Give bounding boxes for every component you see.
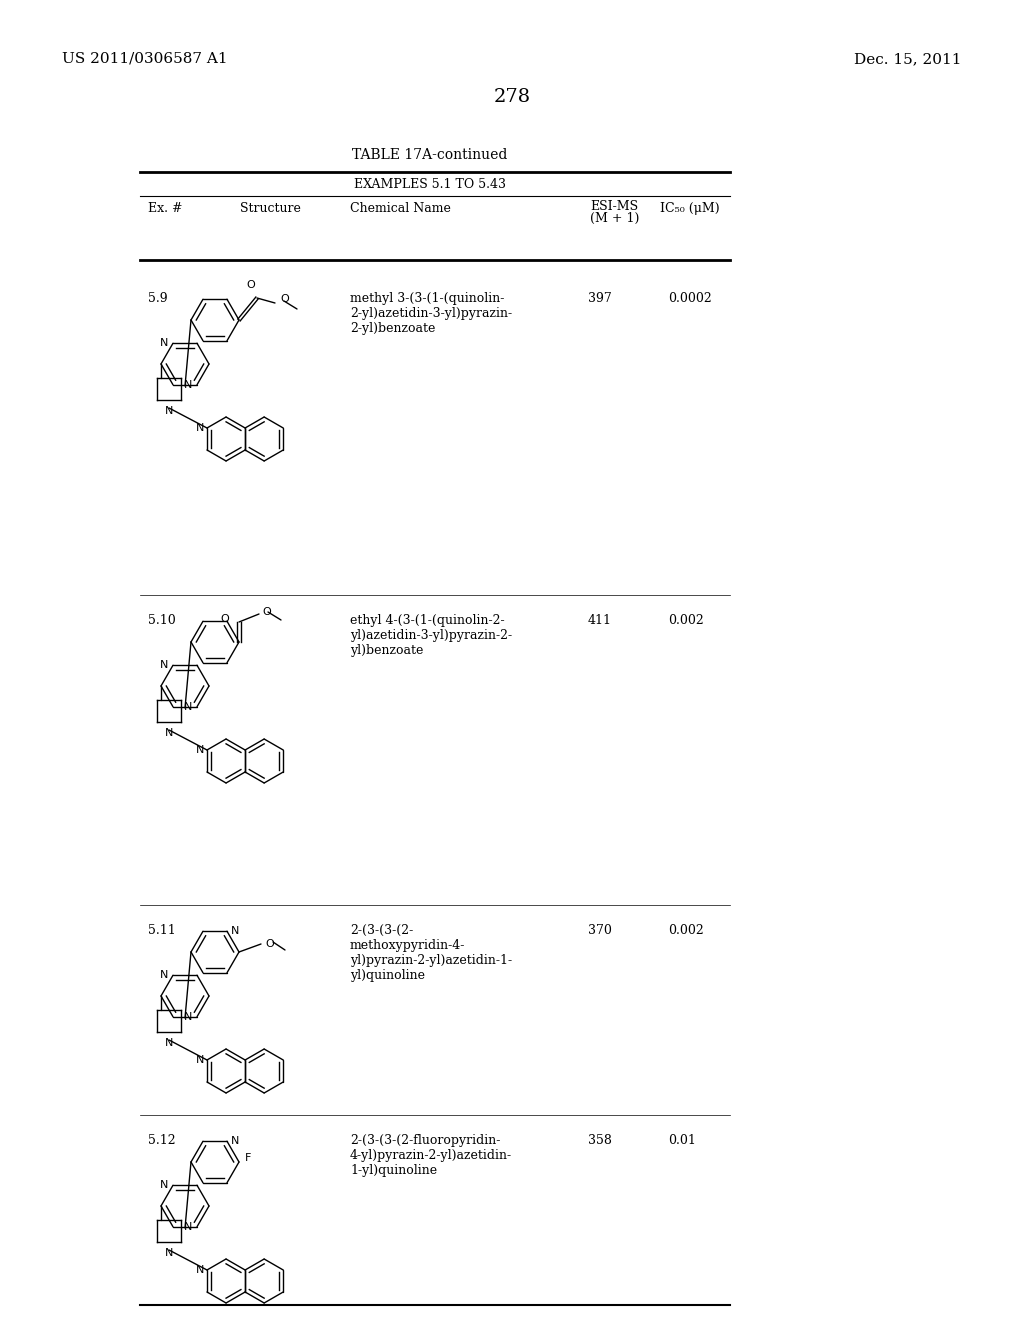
Text: (M + 1): (M + 1): [590, 213, 639, 224]
Text: EXAMPLES 5.1 TO 5.43: EXAMPLES 5.1 TO 5.43: [354, 178, 506, 191]
Text: N: N: [196, 422, 204, 433]
Text: Ex. #: Ex. #: [148, 202, 182, 215]
Text: 411: 411: [588, 614, 612, 627]
Text: 5.12: 5.12: [148, 1134, 176, 1147]
Text: 0.01: 0.01: [668, 1134, 696, 1147]
Text: Dec. 15, 2011: Dec. 15, 2011: [854, 51, 962, 66]
Text: 358: 358: [588, 1134, 612, 1147]
Text: N: N: [165, 1247, 173, 1258]
Text: TABLE 17A-continued: TABLE 17A-continued: [352, 148, 508, 162]
Text: methyl 3-(3-(1-(quinolin-
2-yl)azetidin-3-yl)pyrazin-
2-yl)benzoate: methyl 3-(3-(1-(quinolin- 2-yl)azetidin-…: [350, 292, 512, 335]
Text: N: N: [165, 407, 173, 416]
Text: 278: 278: [494, 88, 530, 106]
Text: N: N: [183, 1222, 193, 1232]
Text: N: N: [196, 1055, 204, 1065]
Text: N: N: [165, 1038, 173, 1048]
Text: N: N: [196, 1265, 204, 1275]
Text: O: O: [265, 939, 273, 949]
Text: N: N: [231, 1137, 240, 1146]
Text: 397: 397: [588, 292, 612, 305]
Text: ethyl 4-(3-(1-(quinolin-2-
yl)azetidin-3-yl)pyrazin-2-
yl)benzoate: ethyl 4-(3-(1-(quinolin-2- yl)azetidin-3…: [350, 614, 512, 657]
Text: 5.10: 5.10: [148, 614, 176, 627]
Text: O: O: [220, 614, 229, 624]
Text: F: F: [245, 1152, 251, 1163]
Text: 2-(3-(3-(2-
methoxypyridin-4-
yl)pyrazin-2-yl)azetidin-1-
yl)quinoline: 2-(3-(3-(2- methoxypyridin-4- yl)pyrazin…: [350, 924, 512, 982]
Text: 0.0002: 0.0002: [668, 292, 712, 305]
Text: N: N: [160, 970, 168, 981]
Text: N: N: [183, 1012, 193, 1022]
Text: 5.9: 5.9: [148, 292, 168, 305]
Text: IC₅₀ (μM): IC₅₀ (μM): [660, 202, 720, 215]
Text: Structure: Structure: [240, 202, 300, 215]
Text: 0.002: 0.002: [668, 924, 703, 937]
Text: O: O: [280, 294, 289, 304]
Text: 370: 370: [588, 924, 612, 937]
Text: 0.002: 0.002: [668, 614, 703, 627]
Text: Chemical Name: Chemical Name: [350, 202, 451, 215]
Text: N: N: [160, 338, 168, 348]
Text: 2-(3-(3-(2-fluoropyridin-
4-yl)pyrazin-2-yl)azetidin-
1-yl)quinoline: 2-(3-(3-(2-fluoropyridin- 4-yl)pyrazin-2…: [350, 1134, 512, 1177]
Text: N: N: [160, 1180, 168, 1191]
Text: N: N: [231, 927, 240, 936]
Text: N: N: [165, 729, 173, 738]
Text: N: N: [183, 702, 193, 711]
Text: US 2011/0306587 A1: US 2011/0306587 A1: [62, 51, 227, 66]
Text: N: N: [196, 744, 204, 755]
Text: N: N: [160, 660, 168, 671]
Text: ESI-MS: ESI-MS: [590, 201, 638, 213]
Text: O: O: [262, 607, 270, 616]
Text: N: N: [183, 380, 193, 389]
Text: 5.11: 5.11: [148, 924, 176, 937]
Text: O: O: [246, 280, 255, 290]
